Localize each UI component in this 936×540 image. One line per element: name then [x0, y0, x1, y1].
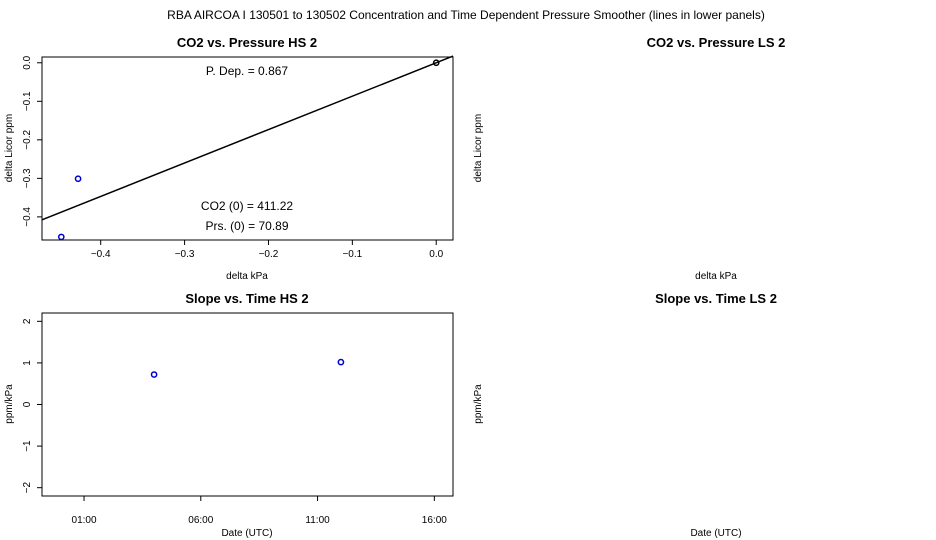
co2-ls-panel: CO2 vs. Pressure LS 2 delta kPa delta Li… — [473, 35, 785, 282]
slope-ls-ylabel: ppm/kPa — [473, 384, 484, 424]
slope-hs-xlabel: Date (UTC) — [221, 528, 272, 539]
slope-ls-panel: Slope vs. Time LS 2 Date (UTC) ppm/kPa — [473, 291, 777, 539]
slope-hs-xtick-label: 06:00 — [188, 515, 213, 526]
slope-hs-axes: 01:00 06:00 11:00 16:00 2 1 0 −1 −2 — [22, 318, 447, 526]
co2-hs-xtick-label: −0.1 — [342, 249, 362, 260]
slope-hs-ytick-label: 0 — [22, 401, 33, 407]
co2-hs-xlabel: delta kPa — [226, 271, 268, 282]
co2-hs-axes: −0.4 −0.3 −0.2 −0.1 0.0 0.0 −0.1 −0.2 −0.3 −0.4 — [22, 55, 444, 260]
co2-hs-xtick-label: −0.3 — [175, 249, 195, 260]
co2-hs-marks — [41, 55, 454, 241]
co2-hs-point — [57, 233, 65, 241]
co2-hs-plot-frame — [41, 56, 454, 241]
co2-hs-ytick-label: −0.1 — [22, 91, 33, 111]
slope-ls-title: Slope vs. Time LS 2 — [655, 291, 777, 306]
slope-hs-marks — [150, 358, 345, 378]
slope-hs-point — [150, 371, 158, 378]
co2-hs-prs-0-annotation: Prs. (0) = 70.89 — [205, 219, 288, 233]
slope-hs-point — [337, 358, 345, 366]
co2-ls-title: CO2 vs. Pressure LS 2 — [647, 35, 786, 50]
slope-hs-ytick-label: −2 — [22, 482, 33, 494]
slope-hs-ytick-label: 2 — [22, 318, 33, 324]
co2-hs-fit-line — [41, 55, 454, 221]
co2-ls-ylabel: delta Licor ppm — [473, 114, 484, 182]
slope-ls-xlabel: Date (UTC) — [690, 528, 741, 539]
co2-hs-point — [74, 175, 82, 183]
co2-hs-title: CO2 vs. Pressure HS 2 — [177, 35, 317, 50]
co2-ls-xlabel: delta kPa — [695, 271, 737, 282]
slope-hs-xtick-label: 11:00 — [305, 515, 330, 526]
co2-hs-ylabel: delta Licor ppm — [4, 114, 15, 182]
slope-hs-panel: Slope vs. Time HS 2 01:00 06:00 11:00 16:00… — [4, 291, 454, 539]
slope-hs-ytick-label: −1 — [22, 440, 33, 452]
slope-hs-xtick-label: 01:00 — [72, 515, 97, 526]
co2-hs-ytick-label: −0.2 — [22, 130, 33, 150]
co2-hs-xtick-label: −0.4 — [91, 249, 111, 260]
figure-title: RBA AIRCOA I 130501 to 130502 Concentrat… — [167, 8, 765, 22]
co2-hs-ytick-label: −0.3 — [22, 168, 33, 188]
co2-hs-panel: CO2 vs. Pressure HS 2 −0.4 −0.3 −0.2 −0.1 0.… — [4, 35, 454, 282]
slope-hs-ytick-label: 1 — [22, 360, 33, 366]
slope-hs-plot-frame — [41, 312, 454, 497]
slope-hs-title: Slope vs. Time HS 2 — [185, 291, 308, 306]
co2-hs-xtick-label: 0.0 — [429, 249, 443, 260]
co2-hs-ytick-label: −0.4 — [22, 207, 33, 227]
slope-hs-ylabel: ppm/kPa — [4, 384, 15, 424]
co2-hs-point — [432, 59, 440, 67]
co2-hs-co2-0-annotation: CO2 (0) = 411.22 — [201, 199, 293, 213]
co2-hs-xtick-label: −0.2 — [259, 249, 279, 260]
co2-hs-pdep-annotation: P. Dep. = 0.867 — [206, 64, 289, 78]
slope-hs-xtick-label: 16:00 — [422, 515, 447, 526]
co2-hs-ytick-label: 0.0 — [22, 55, 33, 69]
